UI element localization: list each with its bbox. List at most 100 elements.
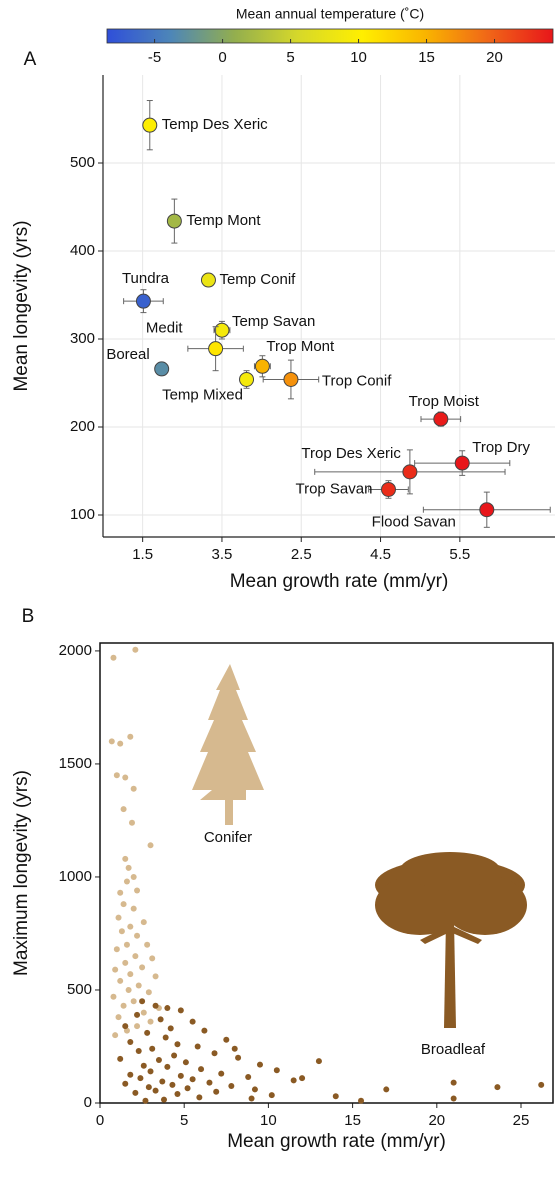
point: [125, 986, 132, 993]
colorbar-tick-label: 5: [286, 49, 294, 66]
y-tick-label: 100: [70, 506, 95, 523]
x-tick-label: 2.5: [291, 546, 312, 563]
point: [218, 1070, 225, 1077]
point: [206, 1079, 213, 1086]
y-tick-label: 500: [70, 154, 95, 171]
point: [139, 998, 146, 1005]
point-label: Boreal: [106, 346, 149, 363]
point: [120, 1002, 127, 1009]
point: [155, 1057, 162, 1064]
point: [198, 1066, 205, 1073]
point-label: Temp Savan: [232, 313, 315, 330]
point: [299, 1075, 306, 1082]
point: [122, 959, 129, 966]
y-tick-label: 2000: [59, 642, 92, 659]
point: [130, 998, 137, 1005]
point-label: Flood Savan: [372, 514, 456, 531]
point: [122, 1023, 129, 1030]
point: [196, 1094, 203, 1101]
point: [268, 1092, 275, 1099]
point: [164, 1063, 171, 1070]
x-axis-label: Mean growth rate (mm/yr): [230, 571, 449, 592]
colorbar-tick-label: 0: [218, 49, 226, 66]
point: [201, 1027, 208, 1034]
point: [140, 919, 147, 926]
point: [132, 646, 139, 653]
point: [134, 932, 141, 939]
point: [167, 1025, 174, 1032]
point: [200, 272, 216, 288]
point: [538, 1081, 545, 1088]
point: [254, 358, 270, 374]
colorbar-tick-label: -5: [148, 49, 161, 66]
point: [120, 806, 127, 813]
point: [134, 887, 141, 894]
colorbar-title: Mean annual temperature (˚C): [236, 6, 424, 22]
point-label: Trop Des Xeric: [301, 445, 401, 462]
point: [315, 1058, 322, 1065]
point: [177, 1072, 184, 1079]
point: [177, 1007, 184, 1014]
point: [162, 1034, 169, 1041]
point: [154, 361, 170, 377]
point: [211, 1050, 218, 1057]
point: [332, 1093, 339, 1100]
broadleaf-icon: [375, 852, 527, 1028]
point: [108, 738, 115, 745]
point: [123, 941, 130, 948]
point: [135, 982, 142, 989]
x-tick-label: 4.5: [370, 546, 391, 563]
point: [149, 955, 156, 962]
point: [239, 371, 255, 387]
point: [123, 1027, 130, 1034]
point: [283, 371, 299, 387]
point: [132, 1089, 139, 1096]
point: [117, 889, 124, 896]
point: [123, 878, 130, 885]
point: [189, 1076, 196, 1083]
point-label: Trop Mont: [266, 338, 335, 355]
point: [122, 1080, 129, 1087]
point: [494, 1084, 501, 1091]
point: [454, 455, 470, 471]
point: [127, 733, 134, 740]
x-tick-label: 20: [428, 1112, 445, 1129]
point: [144, 941, 151, 948]
panel-label: B: [22, 606, 35, 627]
point: [450, 1079, 457, 1086]
point: [127, 1038, 134, 1045]
point: [112, 1032, 119, 1039]
x-tick-label: 1.5: [132, 546, 153, 563]
y-tick-label: 400: [70, 242, 95, 259]
point: [157, 1016, 164, 1023]
point: [358, 1097, 365, 1104]
point: [125, 864, 132, 871]
point: [127, 923, 134, 930]
plot-frame: [99, 642, 554, 1104]
x-tick-label: 25: [513, 1112, 530, 1129]
point: [134, 1011, 141, 1018]
point: [147, 1018, 154, 1025]
point: [235, 1054, 242, 1061]
y-tick-label: 1500: [59, 755, 92, 772]
point: [251, 1086, 258, 1093]
point: [113, 772, 120, 779]
point: [130, 905, 137, 912]
x-tick-label: 5.5: [449, 546, 470, 563]
colorbar-tick-label: 20: [486, 49, 503, 66]
point: [164, 1005, 171, 1012]
point-label: Temp Mixed: [162, 386, 243, 403]
point: [132, 953, 139, 960]
point: [208, 341, 224, 357]
point: [118, 928, 125, 935]
point: [127, 971, 134, 978]
point: [122, 774, 129, 781]
point: [450, 1095, 457, 1102]
point: [149, 1045, 156, 1052]
y-tick-label: 0: [84, 1094, 92, 1111]
point: [174, 1090, 181, 1097]
point-label: Trop Dry: [472, 439, 530, 456]
point: [290, 1077, 297, 1084]
x-tick-label: 15: [344, 1112, 361, 1129]
